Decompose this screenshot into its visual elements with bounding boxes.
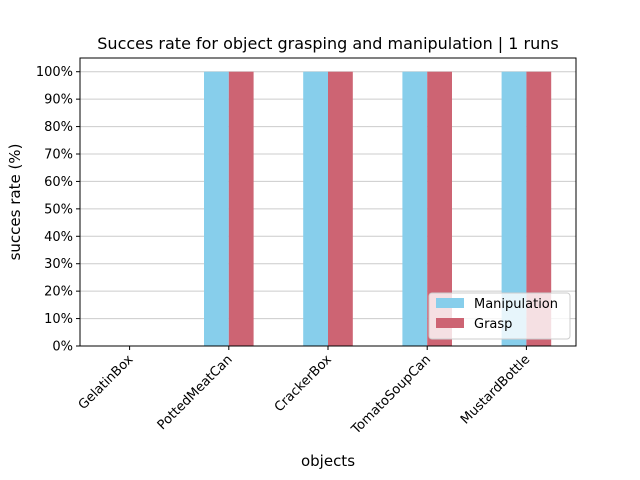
- x-tick-label: TomatoSoupCan: [348, 352, 434, 438]
- legend-swatch-manipulation: [436, 298, 464, 308]
- y-tick-label: 90%: [44, 93, 73, 108]
- x-tick-label: CrackerBox: [272, 352, 335, 415]
- chart-title: Succes rate for object grasping and mani…: [97, 34, 558, 53]
- y-axis-label: succes rate (%): [6, 144, 24, 261]
- y-tick-label: 50%: [44, 202, 73, 217]
- legend-swatch-grasp: [436, 318, 464, 328]
- bar-manipulation-crackerbox: [303, 71, 328, 346]
- bar-manipulation-pottedmeatcan: [204, 71, 229, 346]
- x-tick-label: MustardBottle: [458, 352, 533, 427]
- y-tick-label: 100%: [36, 65, 73, 80]
- bar-grasp-crackerbox: [328, 71, 353, 346]
- legend-label-grasp: Grasp: [474, 317, 512, 332]
- y-tick-label: 30%: [44, 257, 73, 272]
- y-tick-label: 40%: [44, 230, 73, 245]
- x-axis-ticks: GelatinBox PottedMeatCan CrackerBox TomatoS…: [76, 346, 533, 438]
- x-axis-label: objects: [301, 452, 355, 470]
- y-tick-label: 20%: [44, 285, 73, 300]
- x-tick-label: GelatinBox: [76, 352, 137, 413]
- y-tick-label: 70%: [44, 148, 73, 163]
- legend-box: [428, 292, 571, 340]
- bar-grasp-pottedmeatcan: [228, 71, 254, 346]
- bar-manipulation-tomatosoupcan: [402, 71, 428, 346]
- y-tick-label: 10%: [44, 312, 73, 327]
- y-tick-label: 0%: [52, 340, 73, 355]
- y-axis-ticks: 0% 10% 20% 30% 40% 50% 60% 70% 80% 90% 100%: [36, 65, 80, 355]
- x-tick-label: PottedMeatCan: [155, 352, 236, 433]
- legend-label-manipulation: Manipulation: [474, 297, 558, 312]
- y-tick-label: 80%: [44, 120, 73, 135]
- y-tick-label: 60%: [44, 175, 73, 190]
- legend: Manipulation Grasp: [428, 292, 571, 340]
